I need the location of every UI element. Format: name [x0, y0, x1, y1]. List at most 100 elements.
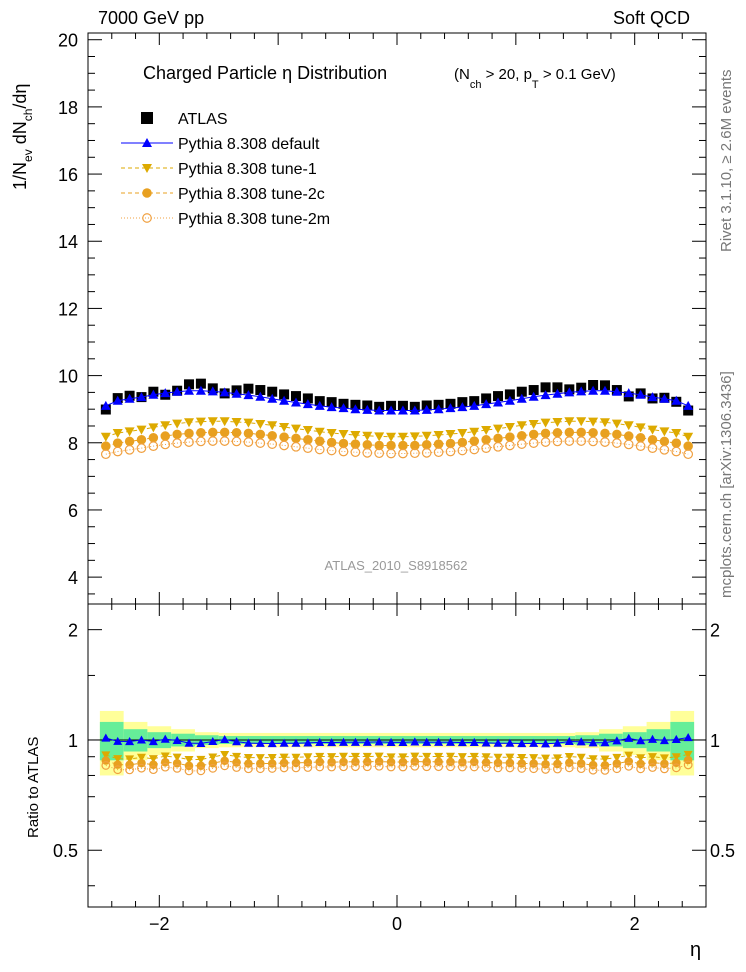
ratio-point-pythia-8-308-tune-2m: [244, 764, 253, 774]
ratio-point-pythia-8-308-tune-1: [291, 753, 301, 762]
data-point-pythia-8-308-tune-2m: [516, 439, 527, 449]
data-point-atlas: [504, 389, 515, 400]
ratio-point-pythia-8-308-tune-1: [184, 755, 194, 765]
ratio-point-pythia-8-308-default: [422, 737, 432, 746]
ratio-tick-label-right: 1: [710, 731, 720, 751]
data-point-pythia-8-308-tune-1: [611, 419, 622, 429]
data-point-pythia-8-308-tune-2c: [517, 430, 527, 441]
data-point-atlas: [683, 405, 694, 416]
data-point-pythia-8-308-tune-2m: [386, 448, 396, 459]
data-point-pythia-8-308-default: [302, 399, 313, 409]
data-point-pythia-8-308-tune-2c: [433, 439, 444, 449]
ratio-point-pythia-8-308-tune-2m: [541, 764, 550, 774]
data-point-pythia-8-308-tune-2m: [635, 441, 646, 451]
data-point-atlas: [599, 380, 610, 391]
data-point-pythia-8-308-default: [540, 390, 551, 400]
y-tick-label: 6: [68, 501, 78, 521]
ratio-point-pythia-8-308-default: [267, 739, 277, 748]
data-point-atlas: [552, 382, 563, 393]
ratio-point-pythia-8-308-tune-2m: [172, 763, 182, 773]
data-point-pythia-8-308-tune-2c: [683, 441, 693, 451]
data-point-pythia-8-308-tune-1: [326, 429, 337, 439]
legend-label-pythia-8-308-tune-2m: Pythia 8.308 tune-2m: [178, 211, 330, 228]
ratio-point-pythia-8-308-default: [612, 736, 622, 745]
ratio-point-pythia-8-308-tune-1: [624, 751, 634, 760]
ratio-point-pythia-8-308-tune-1: [683, 750, 693, 759]
ratio-point-pythia-8-308-default: [493, 738, 503, 747]
data-point-pythia-8-308-tune-2c: [410, 440, 420, 451]
data-point-pythia-8-308-tune-2c: [659, 436, 670, 447]
ratio-point-pythia-8-308-tune-2m: [267, 764, 277, 773]
ratio-point-pythia-8-308-default: [279, 738, 289, 747]
data-point-pythia-8-308-tune-1: [683, 432, 694, 442]
ratio-point-pythia-8-308-default: [362, 737, 372, 746]
data-point-pythia-8-308-tune-2m: [564, 436, 575, 446]
data-point-pythia-8-308-tune-2c: [528, 429, 539, 440]
ratio-point-pythia-8-308-default: [505, 738, 515, 747]
data-point-pythia-8-308-tune-1: [421, 431, 432, 441]
x-tick-label: 2: [630, 914, 640, 934]
data-point-atlas: [195, 378, 206, 389]
data-point-pythia-8-308-tune-2c: [647, 435, 658, 445]
data-point-pythia-8-308-tune-2m: [291, 441, 301, 452]
data-point-pythia-8-308-tune-2m: [148, 441, 159, 451]
data-point-pythia-8-308-tune-2m: [528, 438, 539, 448]
ratio-point-pythia-8-308-tune-1: [113, 755, 123, 764]
data-point-pythia-8-308-tune-2c: [303, 435, 313, 445]
data-point-pythia-8-308-tune-2c: [136, 435, 147, 445]
data-point-atlas: [540, 382, 551, 393]
data-point-pythia-8-308-default: [267, 393, 278, 403]
data-point-pythia-8-308-tune-2c: [291, 433, 301, 444]
data-point-pythia-8-308-tune-2c: [600, 428, 610, 439]
ratio-point-pythia-8-308-default: [541, 739, 551, 748]
data-point-pythia-8-308-tune-2m: [374, 448, 385, 459]
data-point-pythia-8-308-default: [338, 403, 349, 413]
data-point-pythia-8-308-tune-1: [469, 427, 480, 437]
ratio-point-pythia-8-308-tune-2m: [410, 761, 420, 771]
data-point-pythia-8-308-tune-1: [112, 429, 123, 439]
ratio-point-pythia-8-308-default: [648, 734, 658, 743]
data-point-pythia-8-308-tune-2m: [588, 436, 598, 447]
data-point-atlas: [516, 386, 527, 397]
ratio-point-pythia-8-308-tune-1: [374, 752, 384, 761]
data-point-pythia-8-308-default: [647, 392, 658, 402]
data-point-pythia-8-308-tune-2c: [612, 429, 622, 440]
data-point-pythia-8-308-default: [493, 397, 504, 407]
ratio-point-pythia-8-308-default: [184, 738, 194, 747]
data-point-pythia-8-308-tune-2c: [493, 433, 503, 444]
data-point-pythia-8-308-default: [409, 405, 420, 415]
data-point-pythia-8-308-tune-2m: [207, 436, 218, 446]
ratio-point-pythia-8-308-tune-1: [410, 752, 420, 761]
legend-marker-pythia-8-308-tune-2c: [142, 188, 152, 198]
ratio-point-pythia-8-308-tune-2m: [208, 763, 218, 773]
data-point-pythia-8-308-default: [445, 403, 456, 413]
data-point-atlas: [290, 391, 301, 402]
ratio-point-pythia-8-308-tune-1: [327, 753, 337, 762]
ratio-point-pythia-8-308-default: [469, 737, 479, 746]
y-tick-label: 10: [58, 367, 78, 387]
ratio-point-pythia-8-308-default: [659, 735, 669, 745]
data-point-pythia-8-308-tune-2c: [362, 440, 373, 450]
analysis-id-label: ATLAS_2010_S8918562: [325, 558, 468, 573]
data-point-pythia-8-308-tune-1: [647, 425, 658, 435]
ratio-point-pythia-8-308-tune-2m: [434, 762, 444, 772]
data-point-atlas: [493, 391, 504, 402]
data-point-pythia-8-308-tune-1: [255, 419, 266, 429]
chart-title: Charged Particle η Distribution: [143, 63, 387, 83]
ratio-point-pythia-8-308-tune-2m: [505, 763, 515, 773]
ratio-point-pythia-8-308-tune-2m: [659, 764, 669, 774]
y-tick-label: 14: [58, 232, 78, 252]
data-point-pythia-8-308-default: [195, 385, 206, 395]
data-point-pythia-8-308-tune-2m: [398, 448, 408, 459]
data-point-pythia-8-308-tune-2m: [612, 438, 622, 448]
ratio-point-pythia-8-308-default: [196, 738, 206, 748]
ratio-point-pythia-8-308-tune-1: [588, 755, 598, 764]
data-point-pythia-8-308-default: [421, 404, 432, 414]
header-category-label: Soft QCD: [612, 8, 690, 28]
y-tick-label: 12: [58, 299, 78, 319]
ratio-point-pythia-8-308-tune-2m: [481, 763, 491, 772]
ratio-point-pythia-8-308-tune-2m: [255, 764, 265, 774]
data-point-pythia-8-308-tune-2c: [635, 432, 646, 443]
ratio-point-pythia-8-308-tune-1: [529, 754, 539, 763]
